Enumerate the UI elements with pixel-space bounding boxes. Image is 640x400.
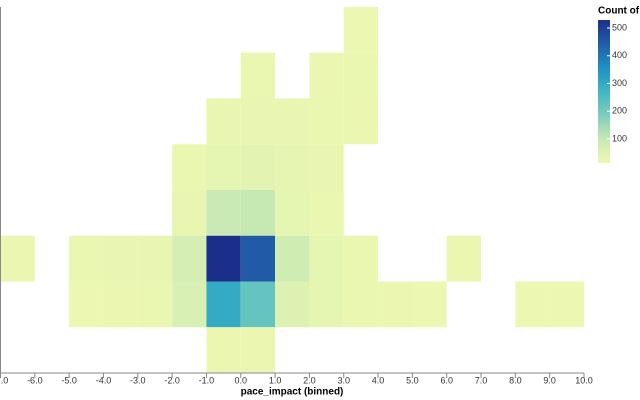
x-tick-label: 5.0 bbox=[406, 375, 419, 385]
heat-cell bbox=[446, 235, 482, 282]
x-tick-label: 7.0 bbox=[475, 375, 488, 385]
heat-cell bbox=[549, 281, 584, 328]
x-tick-label: 6.0 bbox=[440, 375, 453, 385]
x-tick-label: 2.0 bbox=[303, 375, 316, 385]
heat-cell bbox=[309, 98, 344, 145]
legend-tick-label: 100 bbox=[612, 133, 627, 143]
heat-cell bbox=[69, 281, 104, 328]
x-tick-label: 0.0 bbox=[235, 375, 248, 385]
x-tick-label: -7.0 bbox=[0, 375, 8, 385]
legend-title: Count of R bbox=[598, 6, 640, 17]
heat-cell bbox=[240, 327, 276, 373]
heat-cell bbox=[343, 7, 379, 53]
heat-cell bbox=[206, 190, 241, 236]
heat-cell bbox=[240, 281, 276, 328]
heat-cell bbox=[137, 235, 173, 282]
heat-cell bbox=[240, 144, 276, 190]
heat-cell bbox=[0, 235, 35, 282]
heat-cell bbox=[309, 190, 344, 236]
heat-cell bbox=[103, 281, 138, 328]
heat-cell bbox=[275, 281, 310, 328]
heat-cell bbox=[103, 235, 138, 282]
x-tick-label: -1.0 bbox=[199, 375, 215, 385]
heat-cell bbox=[343, 235, 379, 282]
x-tick-label: 9.0 bbox=[543, 375, 556, 385]
heat-cell bbox=[275, 190, 310, 236]
x-tick-label: -6.0 bbox=[27, 375, 43, 385]
heat-cell bbox=[172, 144, 207, 190]
heat-cell bbox=[240, 190, 276, 236]
heat-cell bbox=[206, 327, 241, 373]
heat-cell bbox=[343, 281, 379, 328]
legend-tick-label: 400 bbox=[612, 50, 627, 60]
heat-cell bbox=[206, 98, 241, 145]
x-tick-label: 4.0 bbox=[372, 375, 385, 385]
heat-cell bbox=[275, 235, 310, 282]
legend-gradient bbox=[598, 20, 610, 163]
heat-cell bbox=[240, 98, 276, 145]
heat-cell bbox=[172, 190, 207, 236]
legend-tick-label: 300 bbox=[612, 78, 627, 88]
legend-tick-label: 500 bbox=[612, 22, 627, 32]
heat-cell bbox=[69, 235, 104, 282]
heat-cell bbox=[309, 281, 344, 328]
x-tick-label: -3.0 bbox=[130, 375, 146, 385]
heat-cell bbox=[206, 235, 241, 282]
heat-cell bbox=[137, 281, 173, 328]
heat-cell bbox=[515, 281, 550, 328]
heat-cell bbox=[240, 52, 276, 99]
heat-cell bbox=[275, 144, 310, 190]
heat-cell bbox=[343, 52, 379, 99]
x-axis-title: pace_impact (binned) bbox=[241, 387, 344, 398]
x-tick-label: -4.0 bbox=[96, 375, 112, 385]
heat-cell bbox=[378, 281, 413, 328]
heat-cell bbox=[309, 144, 344, 190]
heat-cell bbox=[206, 281, 241, 328]
heat-cell bbox=[172, 235, 207, 282]
x-tick-label: -5.0 bbox=[61, 375, 77, 385]
heat-cell bbox=[240, 235, 276, 282]
x-tick-label: -2.0 bbox=[164, 375, 180, 385]
heat-cell bbox=[206, 144, 241, 190]
heat-cell bbox=[343, 98, 379, 145]
heat-cell bbox=[172, 281, 207, 328]
heat-cell bbox=[309, 235, 344, 282]
x-tick-label: 3.0 bbox=[337, 375, 350, 385]
legend-tick-label: 200 bbox=[612, 106, 627, 116]
x-tick-label: 10.0 bbox=[575, 375, 593, 385]
x-tick-label: 1.0 bbox=[269, 375, 282, 385]
heat-cell bbox=[412, 281, 447, 328]
heat-cell bbox=[275, 98, 310, 145]
x-tick-label: 8.0 bbox=[509, 375, 522, 385]
heat-cell bbox=[309, 52, 344, 99]
